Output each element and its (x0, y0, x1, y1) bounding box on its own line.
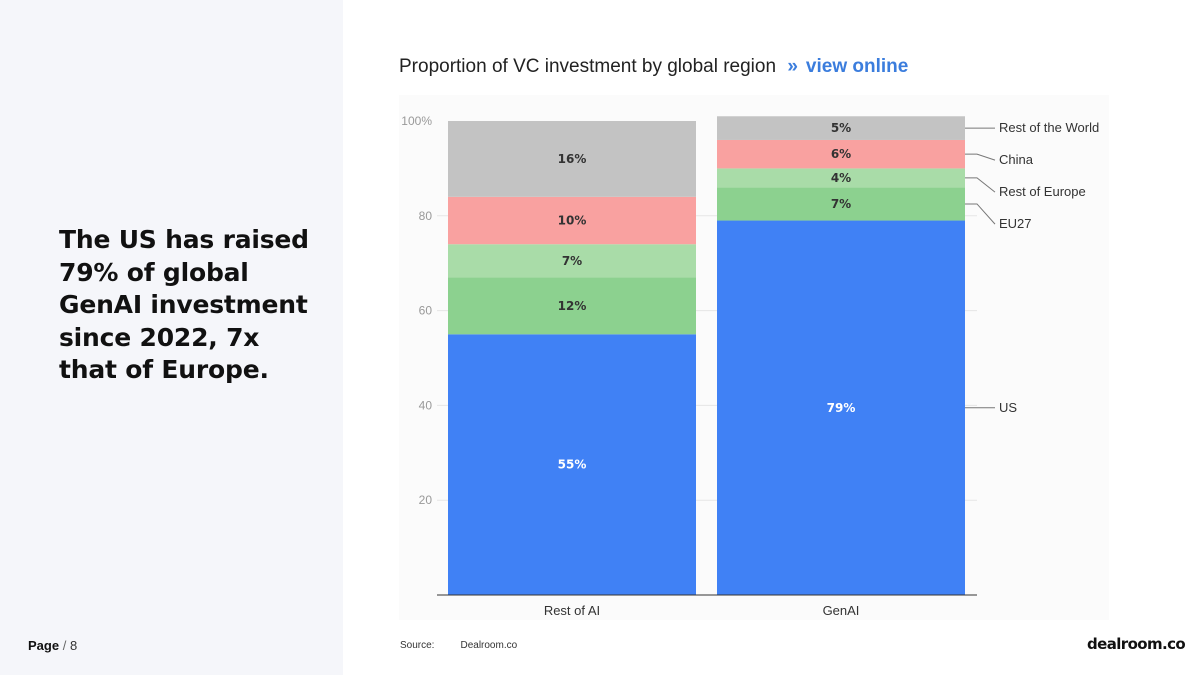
bar-segment (448, 334, 696, 595)
stacked-bar-chart: 20 40 60 80 100% 55% 12% 7% 10% 16% 79% 7% 4% 6% 5% Res… (401, 114, 1099, 618)
bar-segment (448, 244, 696, 278)
view-online-link[interactable]: » view online (787, 56, 908, 77)
data-label: 7% (562, 254, 582, 268)
legend-leader-line (965, 203, 996, 225)
chart-title: Proportion of VC investment by global re… (399, 56, 777, 77)
chart-title-row: Proportion of VC investment by global re… (399, 56, 908, 78)
data-label: 5% (831, 121, 851, 135)
legend-label: US (999, 400, 1017, 415)
view-online-label: view online (805, 56, 909, 77)
bar-segment (717, 168, 965, 188)
page-indicator: Page / 8 (28, 638, 77, 653)
y-tick-label: 80 (419, 209, 433, 223)
bar-segment (448, 121, 696, 197)
data-label: 12% (558, 299, 587, 313)
legend-label: China (999, 152, 1034, 167)
double-chevron-icon: » (787, 56, 798, 77)
data-label: 10% (558, 214, 587, 228)
legend-label: Rest of the World (999, 120, 1099, 135)
bar-segment (717, 220, 965, 595)
x-category-label: Rest of AI (544, 603, 600, 618)
y-tick-label: 40 (419, 398, 433, 412)
y-tick-label: 60 (419, 304, 433, 318)
left-panel: The US has raised 79% of global GenAI in… (0, 0, 343, 675)
legend-label: EU27 (999, 216, 1032, 231)
data-label: 55% (558, 458, 587, 472)
bar-segment (717, 187, 965, 221)
legend-label: Rest of Europe (999, 184, 1086, 199)
page-label: Page (28, 638, 60, 653)
page-separator: / (62, 638, 67, 653)
data-label: 7% (831, 197, 851, 211)
bar-segment (448, 196, 696, 245)
headline: The US has raised 79% of global GenAI in… (59, 225, 309, 384)
bar-segment (448, 277, 696, 335)
data-label: 6% (831, 147, 851, 161)
source-note: Source: Dealroom.co (400, 640, 517, 651)
data-label: 4% (831, 171, 851, 185)
data-label: 79% (827, 401, 856, 415)
legend-leader-line (965, 177, 996, 193)
y-tick-label: 100% (401, 114, 432, 128)
page-number: 8 (69, 638, 78, 653)
bar-segment (717, 139, 965, 169)
source-label: Source: (400, 640, 435, 651)
source-value: Dealroom.co (460, 640, 518, 651)
chart-area: 20 40 60 80 100% 55% 12% 7% 10% 16% 79% 7% 4% 6% 5% Res… (399, 95, 1109, 620)
x-category-label: GenAI (823, 603, 860, 618)
data-label: 16% (558, 152, 587, 166)
dealroom-logo: dealroom.co (1087, 635, 1186, 653)
bar-segment (717, 116, 965, 140)
legend-leader-line (965, 153, 996, 161)
y-tick-label: 20 (419, 493, 433, 507)
